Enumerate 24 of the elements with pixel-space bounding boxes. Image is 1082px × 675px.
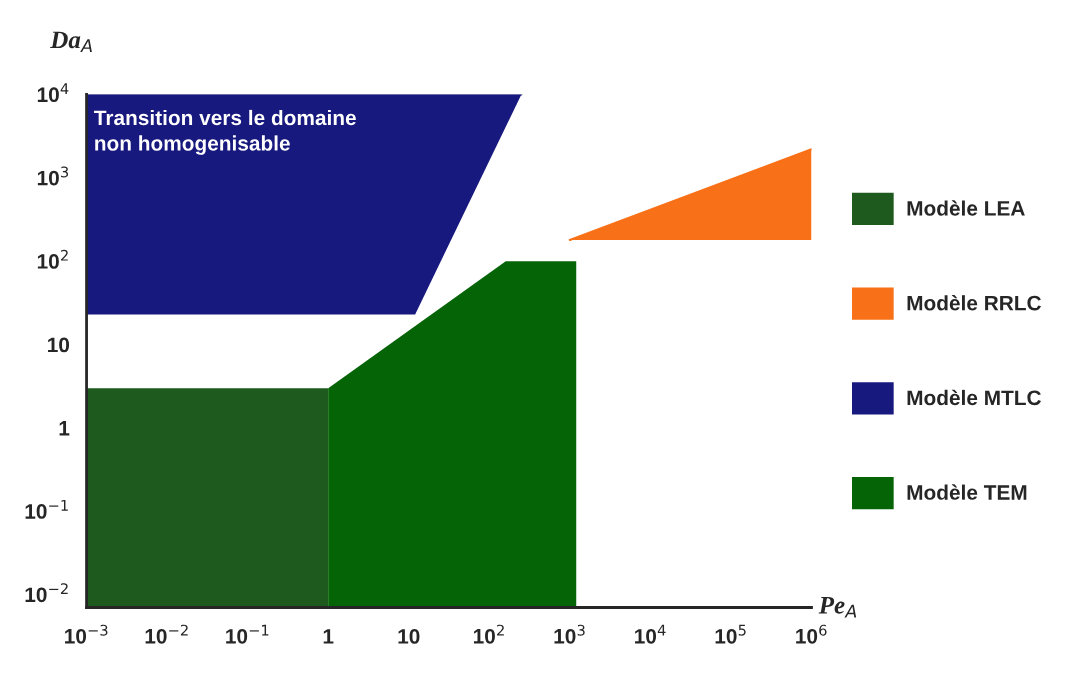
- x-axis-title: Pe$_{A}$: [818, 597, 857, 618]
- x-tick-label: 10$^{−1}$: [226, 624, 269, 644]
- y-tick-label: 10$^{3}$: [37, 166, 69, 186]
- y-tick-label: 1: [59, 421, 70, 436]
- y-tick-label: 10: [48, 337, 70, 353]
- legend-label: Modèle MTLC: [907, 389, 1041, 406]
- y-axis-title: Da$_{A}$: [50, 31, 92, 53]
- x-tick-label: 10$^{2}$: [473, 624, 504, 644]
- y-tick-label: 10$^{4}$: [37, 83, 69, 103]
- y-tick-label: 10$^{−1}$: [25, 500, 68, 519]
- x-tick-label: 1: [323, 629, 334, 644]
- legend-label: Modèle RRLC: [907, 294, 1042, 311]
- x-tick-label: 10$^{3}$: [554, 624, 585, 644]
- x-tick-label: 10$^{−2}$: [145, 624, 188, 644]
- legend-label: Modèle LEA: [907, 200, 1025, 216]
- x-tick-label: 10$^{−3}$: [65, 624, 108, 644]
- x-tick-label: 10$^{5}$: [715, 624, 746, 644]
- legend-label: Modèle TEM: [907, 484, 1027, 500]
- x-tick-label: 10: [398, 629, 420, 644]
- x-tick-label: 10$^{6}$: [796, 624, 827, 644]
- y-tick-label: 10$^{2}$: [37, 249, 68, 269]
- x-tick-label: 10$^{4}$: [635, 624, 666, 644]
- y-tick-label: 10$^{−2}$: [25, 583, 68, 603]
- annotation: Transition vers le domaine non homogenisable: [94, 109, 356, 155]
